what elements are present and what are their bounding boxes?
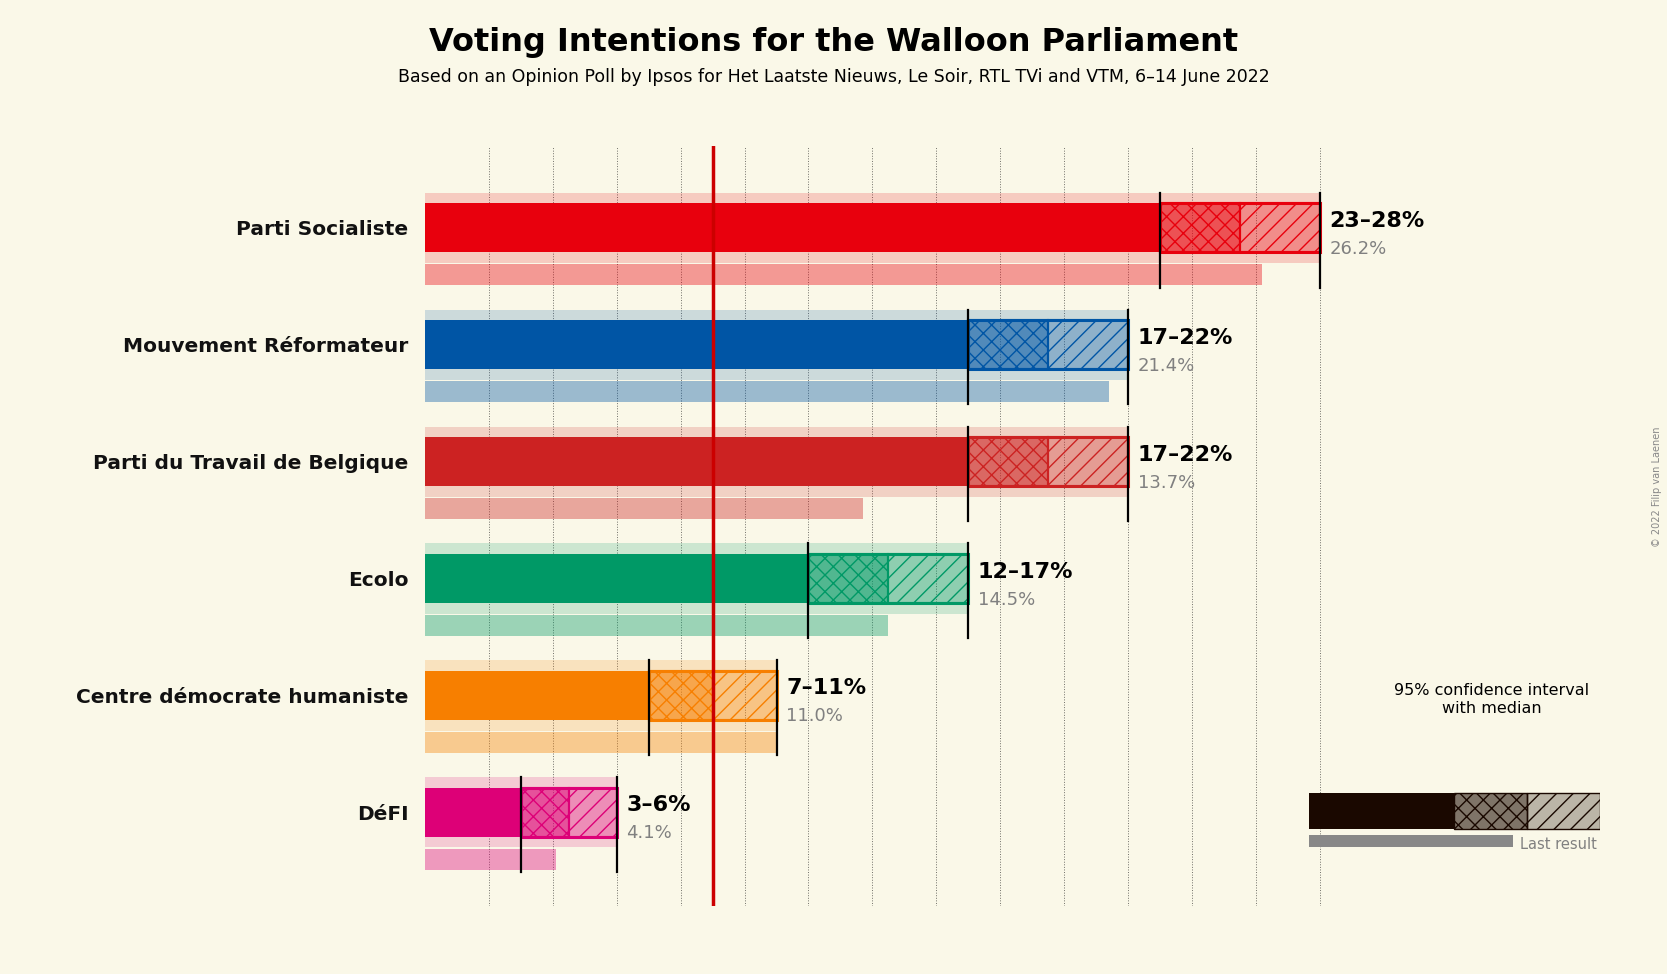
- Bar: [425, 543, 969, 614]
- Bar: [1160, 204, 1320, 252]
- Bar: [713, 671, 777, 720]
- Bar: [1309, 835, 1514, 855]
- Text: 21.4%: 21.4%: [1137, 356, 1195, 375]
- Text: Based on an Opinion Poll by Ipsos for Het Laatste Nieuws, Le Soir, RTL TVi and V: Based on an Opinion Poll by Ipsos for He…: [398, 68, 1269, 86]
- Text: Last result: Last result: [1520, 838, 1597, 852]
- Text: 4.1%: 4.1%: [627, 824, 672, 843]
- Bar: [969, 437, 1049, 486]
- Bar: [425, 788, 522, 837]
- Bar: [969, 320, 1049, 369]
- Text: 11.0%: 11.0%: [787, 707, 844, 726]
- Bar: [969, 320, 1049, 369]
- Bar: [425, 554, 808, 603]
- Text: Voting Intentions for the Walloon Parliament: Voting Intentions for the Walloon Parlia…: [428, 27, 1239, 58]
- Bar: [1454, 793, 1527, 829]
- Bar: [808, 554, 889, 603]
- Bar: [648, 671, 713, 720]
- Bar: [425, 193, 1320, 263]
- Bar: [425, 264, 1262, 285]
- Bar: [648, 671, 713, 720]
- Text: 17–22%: 17–22%: [1137, 445, 1234, 465]
- Bar: [425, 848, 557, 870]
- Bar: [425, 204, 1160, 252]
- Bar: [713, 671, 777, 720]
- Bar: [425, 498, 864, 519]
- Bar: [1240, 204, 1320, 252]
- Bar: [425, 437, 969, 486]
- Bar: [425, 731, 777, 753]
- Bar: [425, 615, 889, 636]
- Text: 95% confidence interval
with median: 95% confidence interval with median: [1394, 684, 1590, 716]
- Bar: [425, 427, 1129, 497]
- Bar: [1049, 320, 1129, 369]
- Bar: [808, 554, 969, 603]
- Bar: [1160, 204, 1240, 252]
- Text: 23–28%: 23–28%: [1329, 211, 1425, 231]
- Bar: [1309, 793, 1454, 829]
- Text: 26.2%: 26.2%: [1329, 240, 1387, 258]
- Bar: [522, 788, 568, 837]
- Bar: [1454, 793, 1527, 829]
- Bar: [1527, 793, 1600, 829]
- Bar: [425, 320, 969, 369]
- Text: © 2022 Filip van Laenen: © 2022 Filip van Laenen: [1652, 427, 1662, 547]
- Bar: [425, 777, 617, 847]
- Text: 12–17%: 12–17%: [979, 562, 1074, 581]
- Bar: [425, 310, 1129, 380]
- Bar: [568, 788, 617, 837]
- Bar: [1049, 437, 1129, 486]
- Bar: [522, 788, 568, 837]
- Bar: [1240, 204, 1320, 252]
- Bar: [1527, 793, 1600, 829]
- Bar: [889, 554, 969, 603]
- Bar: [969, 437, 1129, 486]
- Bar: [969, 320, 1129, 369]
- Bar: [1049, 320, 1129, 369]
- Bar: [648, 671, 777, 720]
- Bar: [522, 788, 617, 837]
- Bar: [425, 381, 1109, 402]
- Bar: [425, 660, 777, 730]
- Bar: [425, 671, 648, 720]
- Bar: [969, 437, 1049, 486]
- Text: 3–6%: 3–6%: [627, 796, 690, 815]
- Bar: [1160, 204, 1240, 252]
- Text: 7–11%: 7–11%: [787, 679, 867, 698]
- Text: 14.5%: 14.5%: [979, 590, 1035, 609]
- Bar: [808, 554, 889, 603]
- Bar: [1049, 437, 1129, 486]
- Bar: [568, 788, 617, 837]
- Bar: [889, 554, 969, 603]
- Text: 13.7%: 13.7%: [1137, 473, 1195, 492]
- Text: 17–22%: 17–22%: [1137, 328, 1234, 348]
